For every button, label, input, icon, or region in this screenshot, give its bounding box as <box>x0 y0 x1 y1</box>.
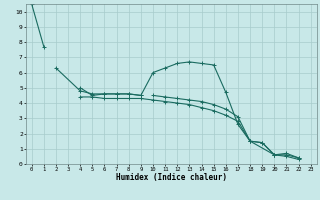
X-axis label: Humidex (Indice chaleur): Humidex (Indice chaleur) <box>116 173 227 182</box>
